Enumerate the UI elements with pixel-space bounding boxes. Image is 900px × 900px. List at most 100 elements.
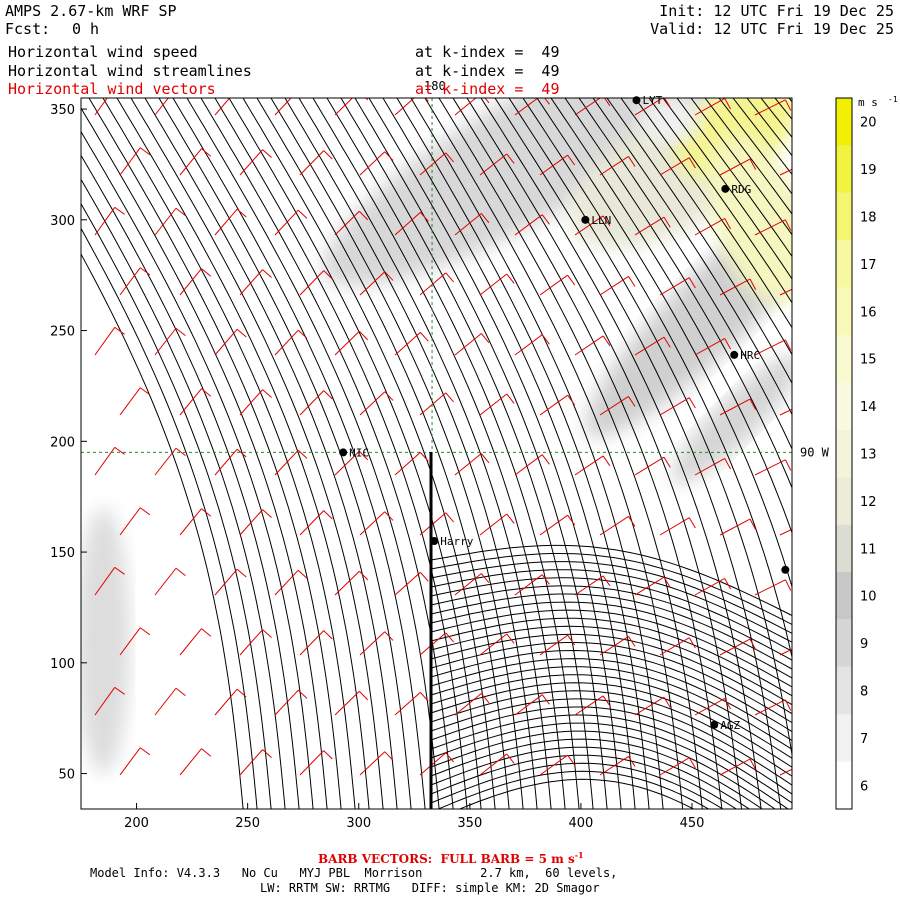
colorbar-swatch [836, 193, 852, 240]
wind-barb [455, 454, 481, 475]
wind-barb-flag [263, 750, 272, 758]
barb-note: BARB VECTORS: FULL BARB = 5 m s-1 [318, 850, 584, 866]
wind-barb-flag [176, 568, 185, 575]
wind-barb [215, 329, 237, 355]
wind-barb [540, 515, 568, 535]
wind-barb-flag [811, 760, 816, 771]
colorbar-unit: m s [858, 96, 878, 109]
field-level-3: at k-index = 49 [415, 80, 560, 98]
colorbar: 6 7 8 9 10 11 12 13 14 15 16 17 18 19 20 m s -1 [836, 95, 898, 809]
wind-barb [215, 689, 237, 715]
colorbar-swatch [836, 240, 852, 287]
colorbar-swatch [836, 335, 852, 382]
wind-barb [120, 748, 140, 775]
wind-barb [155, 688, 176, 715]
colorbar-label: 11 [860, 542, 877, 557]
station-dot [339, 448, 347, 456]
wind-barb [660, 638, 689, 655]
wind-barb-flag [507, 394, 514, 403]
y-tick-label: 100 [50, 657, 75, 672]
wind-barb-flag [446, 513, 454, 522]
x-axis: 200 250 300 350 400 450 [124, 803, 704, 831]
wind-barb [120, 508, 140, 535]
wind-barb-flag [568, 395, 575, 405]
wind-barb-flag [359, 691, 367, 700]
colorbar-label: 20 [860, 116, 877, 131]
colorbar-label: 12 [860, 495, 877, 510]
wind-barb [455, 574, 481, 595]
wind-barb [335, 331, 359, 355]
speed-region [77, 508, 130, 774]
init-time: Init: 12 UTC Fri 19 Dec 25 [659, 2, 894, 20]
wind-barb [755, 580, 785, 595]
wind-barb [120, 388, 140, 415]
wind-barb-flag [298, 690, 307, 698]
wind-barb [360, 512, 385, 535]
parallel-label: 90 W [800, 445, 830, 459]
wind-barb [360, 632, 385, 655]
wind-barb-flag [115, 207, 125, 214]
wind-barb-flag [201, 749, 210, 757]
field-name-2: Horizontal wind streamlines [8, 62, 252, 80]
forecast-label: Fcst: [5, 20, 50, 38]
colorbar-label: 15 [860, 353, 877, 368]
model-title: AMPS 2.67-km WRF SP [5, 2, 177, 20]
wind-barb [240, 270, 263, 295]
physics-info: LW: RRTM SW: RRTMG DIFF: simple KM: 2D S… [260, 881, 600, 895]
wind-barb [155, 568, 176, 595]
colorbar-swatch [836, 525, 852, 572]
y-tick-label: 250 [50, 325, 75, 340]
wind-barb [275, 330, 298, 355]
wind-barb-flag [420, 332, 428, 341]
wind-barb-flag [507, 754, 514, 763]
colorbar-swatch [836, 667, 852, 714]
colorbar-label: 10 [860, 590, 877, 605]
streamline [431, 763, 799, 861]
colorbar-label: 16 [860, 305, 877, 320]
wind-barb-flag [298, 90, 307, 98]
wind-barb-flag [568, 275, 575, 285]
wind-barb-flag [237, 329, 246, 337]
colorbar-label: 9 [860, 637, 868, 652]
wind-barb-flag [811, 280, 816, 291]
wind-barb [360, 392, 385, 415]
station-dot [730, 351, 738, 359]
wind-barb-flag [446, 393, 454, 402]
colorbar-label: 8 [860, 685, 868, 700]
wind-barb-flag [385, 512, 393, 521]
wind-barb-flag [140, 748, 150, 755]
valid-time: Valid: 12 UTC Fri 19 Dec 25 [650, 20, 894, 38]
station-dot [581, 216, 589, 224]
wind-barb-flag [507, 634, 514, 643]
wind-barb-flag [689, 638, 695, 648]
wind-barb-flag [811, 400, 816, 411]
wind-barb-flag [324, 631, 333, 639]
y-tick-label: 50 [58, 768, 75, 783]
x-tick-label: 350 [457, 816, 482, 831]
wind-barb [335, 571, 359, 595]
station-label: AGZ [720, 719, 740, 732]
field-name-1: Horizontal wind speed [8, 43, 198, 61]
wind-barb-flag [176, 688, 185, 695]
wind-barb [300, 511, 324, 535]
wind-barb-flag [811, 520, 816, 531]
wind-barb-flag [507, 274, 514, 283]
wind-barb-flag [140, 628, 150, 635]
colorbar-label: 18 [860, 211, 877, 226]
field-level-2: at k-index = 49 [415, 62, 560, 80]
colorbar-swatch [836, 619, 852, 666]
wind-barb-flag [140, 508, 150, 515]
streamline [431, 747, 799, 843]
wind-barb [360, 152, 385, 175]
wind-barb [780, 520, 811, 535]
colorbar-label: 13 [860, 448, 877, 463]
wind-barb [95, 447, 115, 475]
y-tick-label: 350 [50, 103, 75, 118]
wind-barb-flag [263, 630, 272, 638]
station-label: LLN [591, 214, 611, 227]
wind-barb-flag [420, 572, 428, 581]
x-tick-label: 400 [569, 816, 594, 831]
station-dot [710, 721, 718, 729]
wind-barb-flag [507, 514, 514, 523]
y-tick-label: 150 [50, 546, 75, 561]
